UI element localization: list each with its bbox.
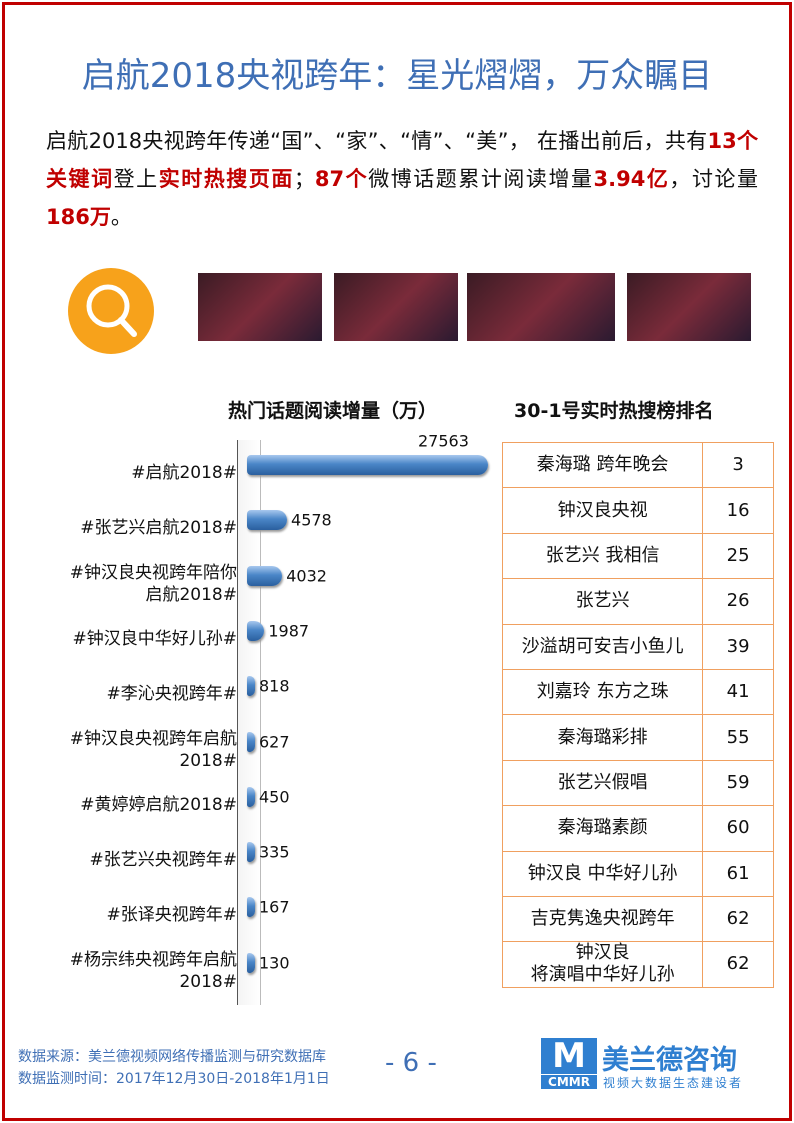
keyword-cell: 钟汉良 中华好儿孙 xyxy=(501,850,704,897)
photo xyxy=(467,273,615,341)
photo xyxy=(334,273,458,341)
value-label: 818 xyxy=(259,676,290,696)
keyword-cell: 钟汉良央视 xyxy=(501,487,704,534)
bar xyxy=(247,455,488,475)
keyword-cell: 钟汉良 将演唱中华好儿孙 xyxy=(501,941,704,988)
table-row: 秦海璐 跨年晚会 3 xyxy=(501,441,774,489)
keyword-cell: 张艺兴 xyxy=(501,578,704,625)
value-label: 627 xyxy=(259,732,290,751)
chart-title: 热门话题阅读增量（万） xyxy=(228,400,438,422)
value-label: 1987 xyxy=(268,621,310,641)
category-label: #钟汉良央视跨年启航 2018# xyxy=(69,728,237,771)
table-row: 张艺兴 我相信 25 xyxy=(501,532,774,580)
keyword-cell: 刘嘉玲 东方之珠 xyxy=(501,668,704,716)
category-label: #钟汉良中华好儿孙# xyxy=(72,628,238,649)
highlight-text: 87个 xyxy=(314,167,369,191)
table-row: 钟汉良 将演唱中华好儿孙 62 xyxy=(501,941,774,988)
photo xyxy=(198,273,322,341)
intro-paragraph: 启航2018央视跨年传递“国”、“家”、“情”、“美”， 在播出前后，共有13个… xyxy=(46,122,758,236)
keyword-cell: 秦海璐彩排 xyxy=(501,714,704,761)
rank-cell: 62 xyxy=(702,941,774,988)
bar xyxy=(247,952,255,973)
body-text: 登上 xyxy=(113,167,159,191)
highlight-text: 13个关键词 xyxy=(46,129,758,191)
table-row: 钟汉良央视 16 xyxy=(501,487,774,534)
table-row: 秦海璐素颜 60 xyxy=(501,805,774,852)
bar xyxy=(247,510,288,531)
highlight-text: 实时热搜页面 xyxy=(158,167,294,191)
bar xyxy=(247,620,265,641)
body-text: 。 xyxy=(110,205,132,229)
table-row: 钟汉良 中华好儿孙 61 xyxy=(501,850,774,897)
category-label: #李沁央视跨年# xyxy=(106,684,238,705)
search-icon xyxy=(68,268,154,354)
table-row: 张艺兴假唱 59 xyxy=(501,759,774,807)
table-title: 30-1号实时热搜榜排名 xyxy=(514,400,714,422)
body-text: ，讨论量 xyxy=(669,167,759,191)
bar xyxy=(247,565,283,586)
keyword-cell: 沙溢胡可安吉小鱼儿 xyxy=(501,623,704,670)
bar xyxy=(247,731,255,752)
logo-slogan: 视频大数据生态建设者 xyxy=(603,1076,744,1090)
rank-cell: 3 xyxy=(702,441,774,489)
rank-cell: 25 xyxy=(702,532,774,580)
rank-cell: 41 xyxy=(702,668,774,716)
rank-cell: 59 xyxy=(702,759,774,807)
keyword-cell: 秦海璐 跨年晚会 xyxy=(501,441,704,489)
category-label: #张艺兴启航2018# xyxy=(80,518,237,539)
table-row: 吉克隽逸央视跨年 62 xyxy=(501,895,774,943)
keyword-cell: 秦海璐素颜 xyxy=(501,805,704,852)
keyword-cell: 张艺兴假唱 xyxy=(501,759,704,807)
rank-cell: 60 xyxy=(702,805,774,852)
ranking-table: 秦海璐 跨年晚会 3 钟汉良央视 16 张艺兴 我相信 25 张艺兴 26 沙溢胡可安吉小鱼儿 3… xyxy=(501,441,774,988)
page-title: 启航2018央视跨年：星光熠熠，万众瞩目 xyxy=(81,56,713,96)
value-label: 450 xyxy=(259,787,290,807)
table-row: 秦海璐彩排 55 xyxy=(501,714,774,761)
value-label: 4578 xyxy=(291,510,332,530)
bar xyxy=(247,897,255,918)
logo-name: 美兰德咨询 xyxy=(602,1045,737,1076)
table-row: 刘嘉玲 东方之珠 41 xyxy=(501,668,774,716)
highlight-text: 186万 xyxy=(46,205,111,229)
bar xyxy=(247,786,255,807)
rank-cell: 26 xyxy=(702,578,774,625)
category-label: #启航2018# xyxy=(131,463,237,483)
body-text: 启航2018央视跨年传递“国”、“家”、“情”、“美”， 在播出前后，共有 xyxy=(46,129,708,153)
category-label: #张艺兴央视跨年# xyxy=(89,850,238,871)
bar xyxy=(247,842,255,863)
table-row: 沙溢胡可安吉小鱼儿 39 xyxy=(501,623,774,670)
rank-cell: 16 xyxy=(702,487,774,534)
keyword-cell: 吉克隽逸央视跨年 xyxy=(501,895,704,943)
source-note: 数据来源：美兰德视频网络传播监测与研究数据库 xyxy=(18,1049,326,1065)
period-note: 数据监测时间：2017年12月30日-2018年1月1日 xyxy=(18,1071,330,1087)
category-label: #黄婷婷启航2018# xyxy=(80,794,237,815)
body-text: ； xyxy=(293,167,315,191)
value-label: 335 xyxy=(259,842,290,862)
rank-cell: 39 xyxy=(702,623,774,670)
rank-cell: 55 xyxy=(702,714,774,761)
photo xyxy=(627,273,751,341)
logo-mark: M xyxy=(541,1038,597,1074)
keyword-cell: 张艺兴 我相信 xyxy=(501,532,704,580)
table-row: 张艺兴 26 xyxy=(501,578,774,625)
value-label: 4032 xyxy=(286,566,327,586)
rank-cell: 61 xyxy=(702,850,774,897)
highlight-text: 3.94亿 xyxy=(593,167,670,191)
value-label: 27563 xyxy=(418,431,469,451)
body-text: 微博话题累计阅读增量 xyxy=(368,167,594,191)
rank-cell: 62 xyxy=(702,895,774,943)
category-label: #杨宗纬央视跨年启航 2018# xyxy=(69,949,237,992)
value-label: 167 xyxy=(259,897,290,917)
page-number: - 6 - xyxy=(385,1048,437,1078)
bar xyxy=(247,676,255,697)
value-label: 130 xyxy=(259,953,290,973)
category-label: #张译央视跨年# xyxy=(106,905,238,926)
category-label: #钟汉良央视跨年陪你 启航2018# xyxy=(69,562,237,605)
logo-abbr: CMMR xyxy=(541,1075,597,1089)
